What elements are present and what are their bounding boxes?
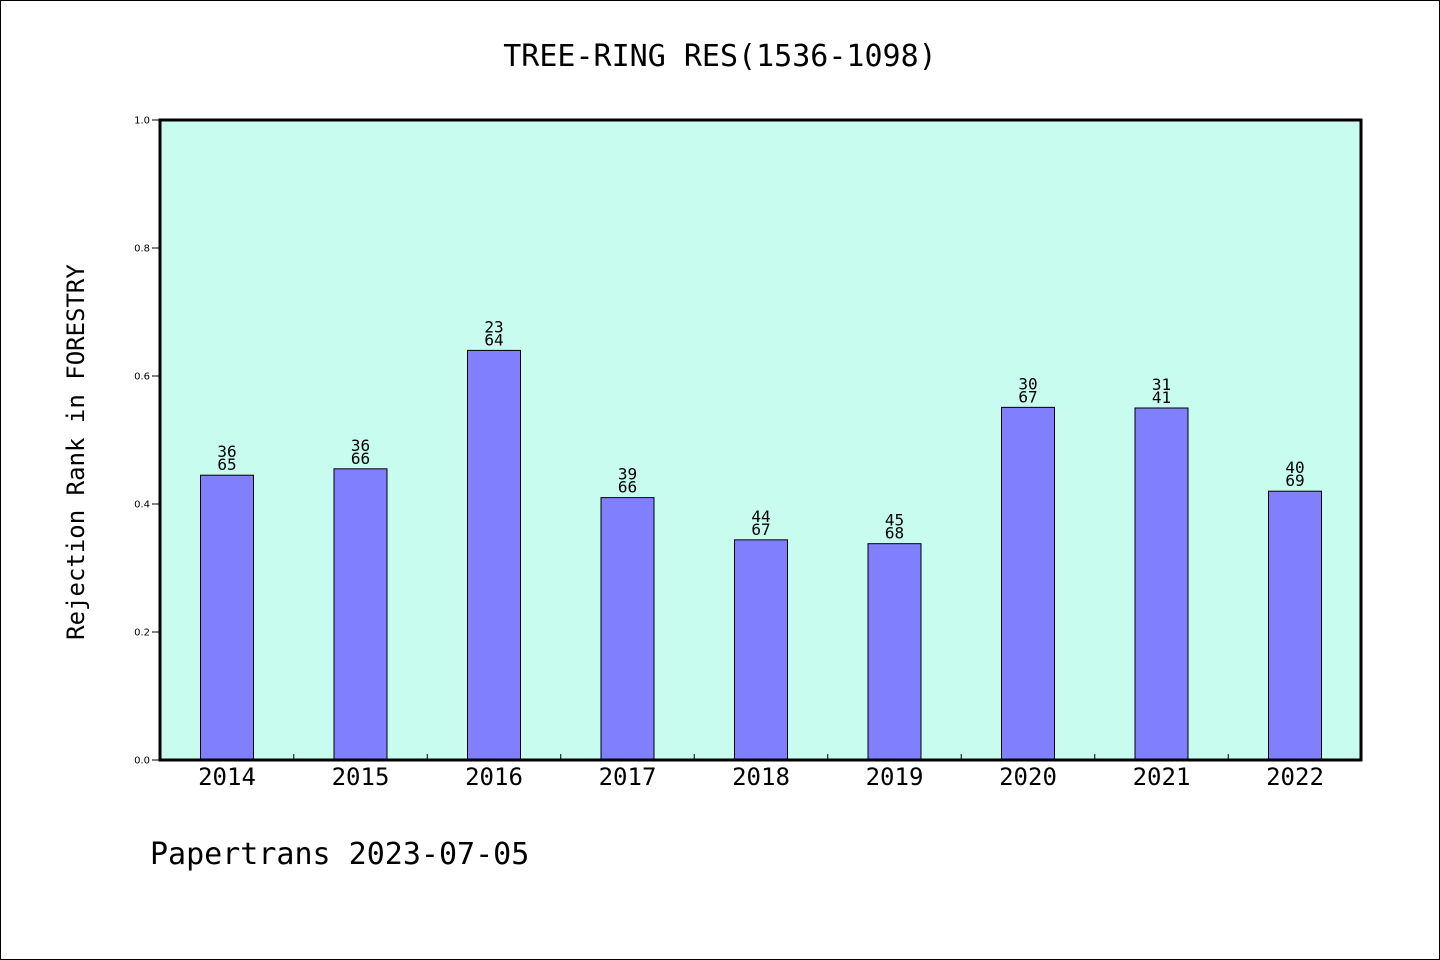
- y-tick-label: 0.0: [134, 756, 150, 767]
- data-label-top: 36: [217, 442, 236, 461]
- bar: [734, 539, 788, 761]
- bar: [200, 474, 254, 761]
- y-tick-label: 0.4: [134, 500, 150, 511]
- data-label-bottom: 66: [351, 449, 370, 468]
- footer-text: Papertrans 2023-07-05: [150, 837, 529, 872]
- bar: [333, 468, 388, 761]
- data-label-top: 36: [351, 436, 370, 455]
- y-tick-label: 0.2: [134, 628, 150, 639]
- x-tick-label: 2021: [1133, 763, 1191, 791]
- x-axis: 2014 2015 2016 2017 2018 2019 2020 2021 2022: [198, 754, 1324, 791]
- plot-frame: [158, 118, 1363, 762]
- x-tick-label: 2018: [732, 763, 790, 791]
- bar: [467, 349, 521, 761]
- data-label-top: 31: [1152, 375, 1171, 394]
- bar: [1134, 407, 1189, 761]
- x-tick-label: 2022: [1266, 763, 1324, 791]
- data-label-bottom: 41: [1152, 388, 1171, 407]
- data-label-bottom: 64: [484, 330, 503, 349]
- x-tick-label: 2017: [599, 763, 657, 791]
- data-label-bottom: 68: [885, 524, 904, 543]
- x-tick-label: 2020: [999, 763, 1057, 791]
- data-label-bottom: 67: [751, 520, 770, 539]
- bar: [1268, 490, 1322, 761]
- data-label-bottom: 65: [217, 455, 236, 474]
- x-tick-label: 2014: [198, 763, 256, 791]
- data-label-top: 39: [618, 465, 637, 484]
- data-label-bottom: 69: [1285, 471, 1304, 490]
- data-label-top: 45: [885, 511, 904, 530]
- y-tick-label: 0.8: [134, 244, 150, 255]
- y-tick-label: 0.6: [134, 372, 150, 383]
- bar: [600, 497, 655, 761]
- bar: [867, 543, 922, 761]
- chart-title: TREE-RING RES(1536-1098): [503, 39, 936, 74]
- data-label-top: 30: [1018, 374, 1037, 393]
- x-tick-label: 2019: [866, 763, 924, 791]
- data-label-bottom: 66: [618, 478, 637, 497]
- data-label-top: 23: [484, 317, 503, 336]
- x-tick-label: 2016: [465, 763, 523, 791]
- data-label-top: 40: [1285, 458, 1304, 477]
- data-label-top: 44: [751, 507, 770, 526]
- bar: [1001, 406, 1055, 761]
- y-axis-label: Rejection Rank in FORESTRY: [62, 264, 90, 640]
- y-tick-label: 1.0: [134, 116, 150, 127]
- data-label-bottom: 67: [1018, 387, 1037, 406]
- x-tick-label: 2015: [332, 763, 390, 791]
